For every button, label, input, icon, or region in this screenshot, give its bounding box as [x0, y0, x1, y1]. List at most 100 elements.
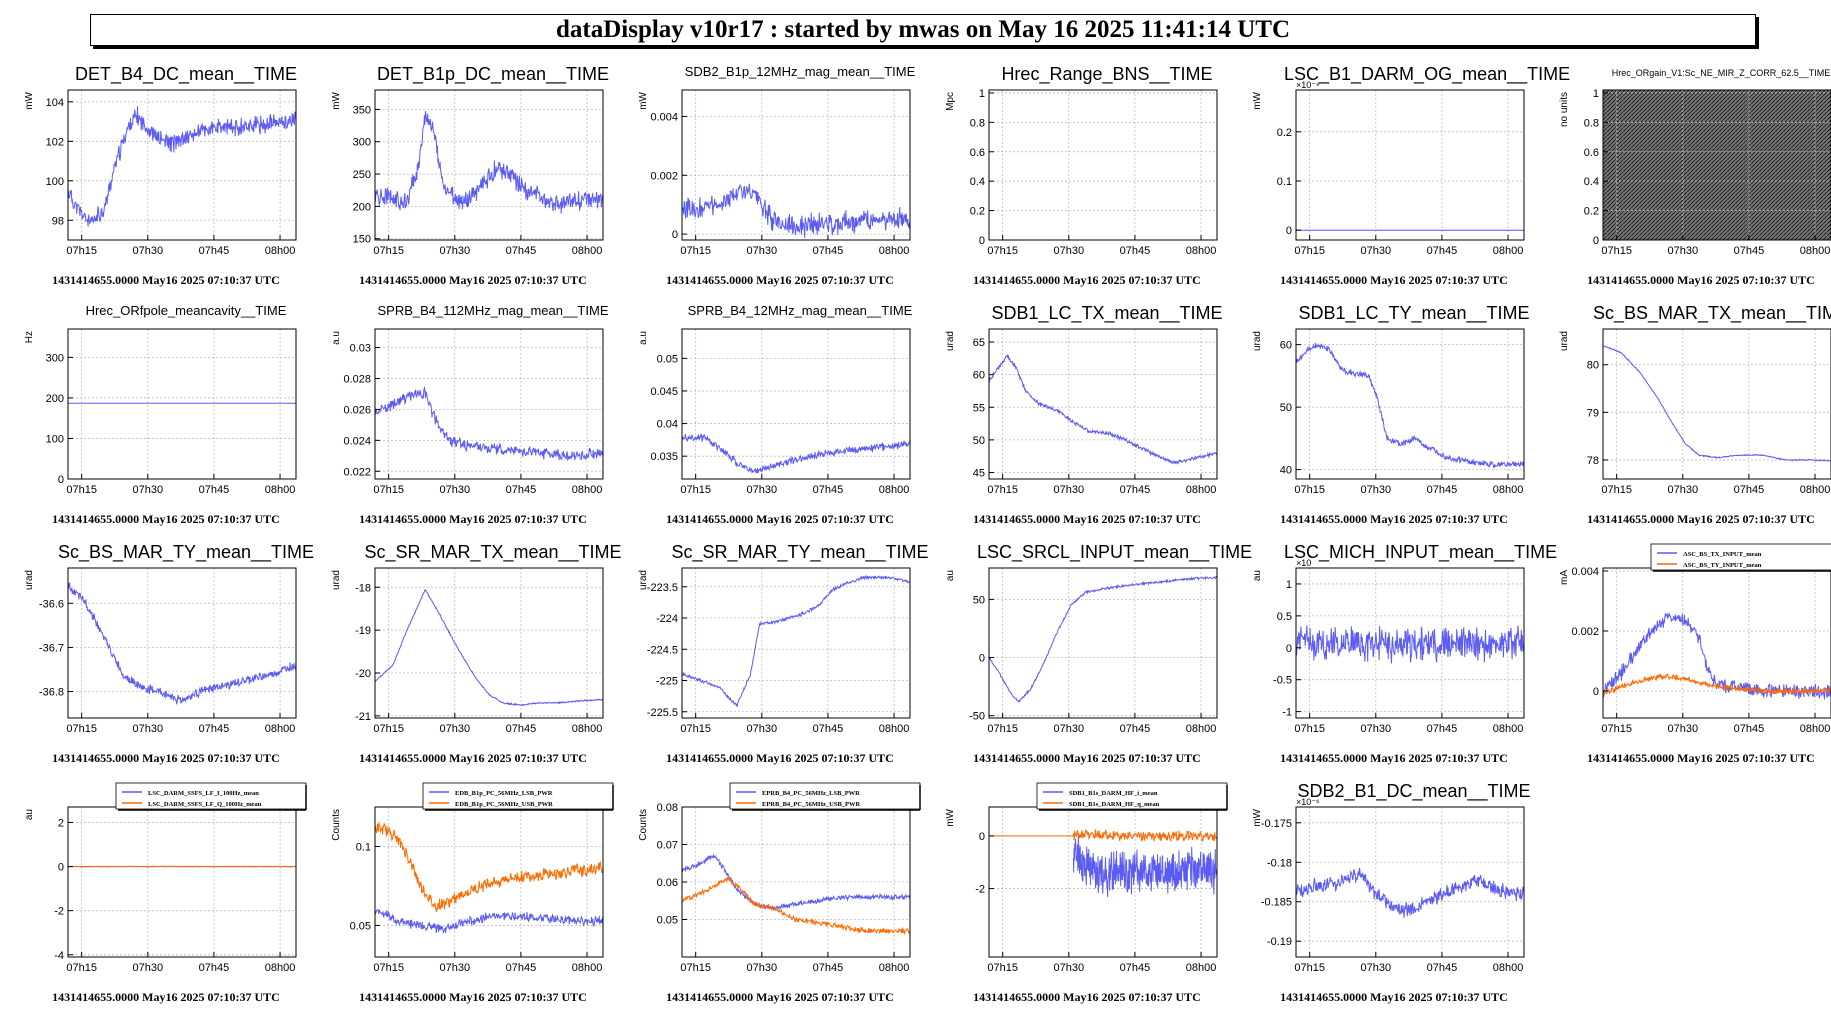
- y-tick-label: 0.1: [1277, 176, 1292, 188]
- x-tick-label: 07h45: [199, 484, 230, 496]
- y-tick-label: 150: [353, 234, 371, 246]
- plot-svg: 0.035 0.04 0.045 0.05 07h15 07h30 07h45 08h00 a.…: [638, 328, 911, 496]
- x-tick-label: 07h30: [747, 723, 778, 735]
- y-tick-label: 0.2: [1584, 206, 1599, 218]
- x-tick-label: 07h45: [506, 245, 537, 257]
- x-tick-label: 07h15: [373, 245, 404, 257]
- plot-svg: -36.8 -36.7 -36.6 07h15 07h30 07h45 08h00 urad: [24, 567, 297, 735]
- x-tick-label: 07h15: [1601, 723, 1632, 735]
- x-tick-label: 07h15: [66, 962, 97, 974]
- x-tick-label: 08h00: [1800, 484, 1831, 496]
- x-tick-label: 07h15: [987, 245, 1018, 257]
- y-tick-label: -20: [355, 668, 371, 680]
- plot-frame: [1295, 806, 1525, 958]
- plot-svg: 0 0.1 0.2 07h15 07h30 07h45 08h00 mW ×10⁻⁹: [1252, 80, 1525, 257]
- plot-svg: -4 -2 0 2 07h15 07h30 07h45 08h00 au LSC_DARM_SSF…: [24, 782, 307, 974]
- plot-timestamp: 1431414655.0000 May16 2025 07:10:37 UTC: [1280, 990, 1508, 1004]
- y-tick-label: -0.18: [1267, 857, 1292, 869]
- y-tick-label: 0.05: [657, 353, 678, 365]
- x-tick-label: 07h15: [1601, 484, 1632, 496]
- y-tick-label: 0.5: [1277, 611, 1292, 623]
- plot-frame: [374, 806, 604, 958]
- x-tick-label: 07h15: [66, 484, 97, 496]
- x-tick-label: 07h45: [1427, 245, 1458, 257]
- x-tick-label: 07h45: [813, 962, 844, 974]
- legend-label: ASC_BS_TY_INPUT_mean: [1683, 562, 1762, 569]
- plot-svg: 0.05 0.06 0.07 0.08 07h15 07h30 07h45 08h00 Coun…: [638, 782, 921, 974]
- x-tick-label: 07h30: [440, 245, 471, 257]
- y-tick-label: 0: [1593, 235, 1599, 247]
- plot-panel: SDB2_B1p_12MHz_mag_mean__TIME 0 0.002 0.004…: [630, 60, 930, 290]
- y-axis-label: urad: [638, 570, 649, 590]
- plot-title: DET_B4_DC_mean__TIME: [74, 64, 298, 84]
- x-tick-label: 07h30: [1361, 245, 1392, 257]
- plot-panel: SDB1_LC_TX_mean__TIME 45 50 55 60 65 07h15 07h3…: [937, 299, 1237, 529]
- y-tick-label: 1: [979, 88, 985, 100]
- x-tick-label: 07h30: [1668, 723, 1699, 735]
- x-tick-label: 07h30: [133, 723, 164, 735]
- y-tick-label: 1: [1286, 579, 1292, 591]
- x-tick-label: 07h30: [1054, 484, 1085, 496]
- x-tick-label: 07h45: [813, 245, 844, 257]
- y-tick-label: -21: [355, 711, 371, 723]
- x-tick-label: 08h00: [572, 723, 603, 735]
- x-tick-label: 08h00: [1186, 484, 1217, 496]
- x-tick-label: 07h15: [1294, 484, 1325, 496]
- x-tick-label: 07h30: [1054, 723, 1085, 735]
- series-line: [1602, 672, 1831, 697]
- plot-panel: Sc_SR_MAR_TY_mean__TIME -225.5 -225 -224.5-…: [630, 538, 930, 768]
- y-tick-label: 300: [353, 137, 371, 149]
- x-tick-label: 07h45: [199, 245, 230, 257]
- x-tick-label: 07h45: [1427, 723, 1458, 735]
- y-axis-label: urad: [331, 570, 342, 590]
- x-tick-label: 07h15: [987, 484, 1018, 496]
- series-line: [681, 574, 911, 708]
- y-tick-label: 79: [1587, 407, 1599, 419]
- y-tick-label: 0.002: [1571, 626, 1599, 638]
- x-tick-label: 07h30: [1361, 484, 1392, 496]
- y-axis-label: a.u: [638, 331, 649, 345]
- legend-label: LSC_DARM_SSFS_LF_Q_100Hz_mean: [148, 801, 262, 808]
- y-tick-label: -4: [54, 950, 64, 962]
- plot-svg: -0.19 -0.185 -0.18 -0.175 07h15 07h30 07h45 08h…: [1252, 797, 1525, 974]
- y-tick-label: 0.07: [657, 840, 678, 852]
- x-tick-label: 08h00: [265, 962, 296, 974]
- x-tick-label: 08h00: [879, 245, 910, 257]
- series-line: [989, 828, 1218, 843]
- series-line: [374, 908, 604, 934]
- x-tick-label: 07h45: [199, 723, 230, 735]
- plot-timestamp: 1431414655.0000 May16 2025 07:10:37 UTC: [1280, 751, 1508, 765]
- legend-box: [1650, 543, 1831, 571]
- plot-svg: -225.5 -225 -224.5 -224 -223.5 07h15 07h30 07h4…: [638, 567, 911, 735]
- series-line: [681, 183, 911, 239]
- y-tick-label: -36.8: [39, 687, 64, 699]
- y-tick-label: 0.8: [970, 117, 985, 129]
- plot-frame: [681, 89, 911, 241]
- plot-timestamp: 1431414655.0000 May16 2025 07:10:37 UTC: [359, 273, 587, 287]
- y-axis-label: mW: [638, 91, 649, 109]
- y-tick-label: 0.2: [970, 206, 985, 218]
- series-line: [67, 582, 297, 706]
- y-tick-label: -19: [355, 625, 371, 637]
- series-line: [67, 106, 297, 227]
- y-tick-label: -50: [969, 711, 985, 723]
- y-tick-label: 0: [58, 474, 64, 486]
- plot-svg: 45 50 55 60 65 07h15 07h30 07h45 08h00 urad: [945, 328, 1218, 496]
- x-tick-label: 07h45: [1120, 484, 1151, 496]
- plot-frame: [67, 806, 297, 958]
- y-axis-label: au: [945, 570, 956, 581]
- y-tick-label: 0.03: [350, 343, 371, 355]
- plot-panel: SDB1_LC_TY_mean__TIME 40 50 60 07h15 07h30 07h…: [1244, 299, 1544, 529]
- y-axis-label: Hz: [24, 331, 35, 343]
- y-tick-label: 0.024: [343, 435, 371, 447]
- plot-timestamp: 1431414655.0000 May16 2025 07:10:37 UTC: [973, 751, 1201, 765]
- y-tick-label: 0.05: [350, 920, 371, 932]
- plot-title: Sc_BS_MAR_TX_mean__TIME: [1592, 303, 1831, 323]
- y-axis-label: mW: [24, 91, 35, 109]
- y-tick-label: -36.7: [39, 642, 64, 654]
- plot-title: SPRB_B4_112MHz_mag_mean__TIME: [377, 303, 609, 318]
- x-tick-label: 07h15: [373, 962, 404, 974]
- plot-panel: 0 0.002 0.004 07h15 07h30 07h45 08h00 mA ASC_BS_…: [1551, 538, 1831, 768]
- y-tick-label: 65: [973, 337, 985, 349]
- y-tick-label: -223.5: [647, 582, 678, 594]
